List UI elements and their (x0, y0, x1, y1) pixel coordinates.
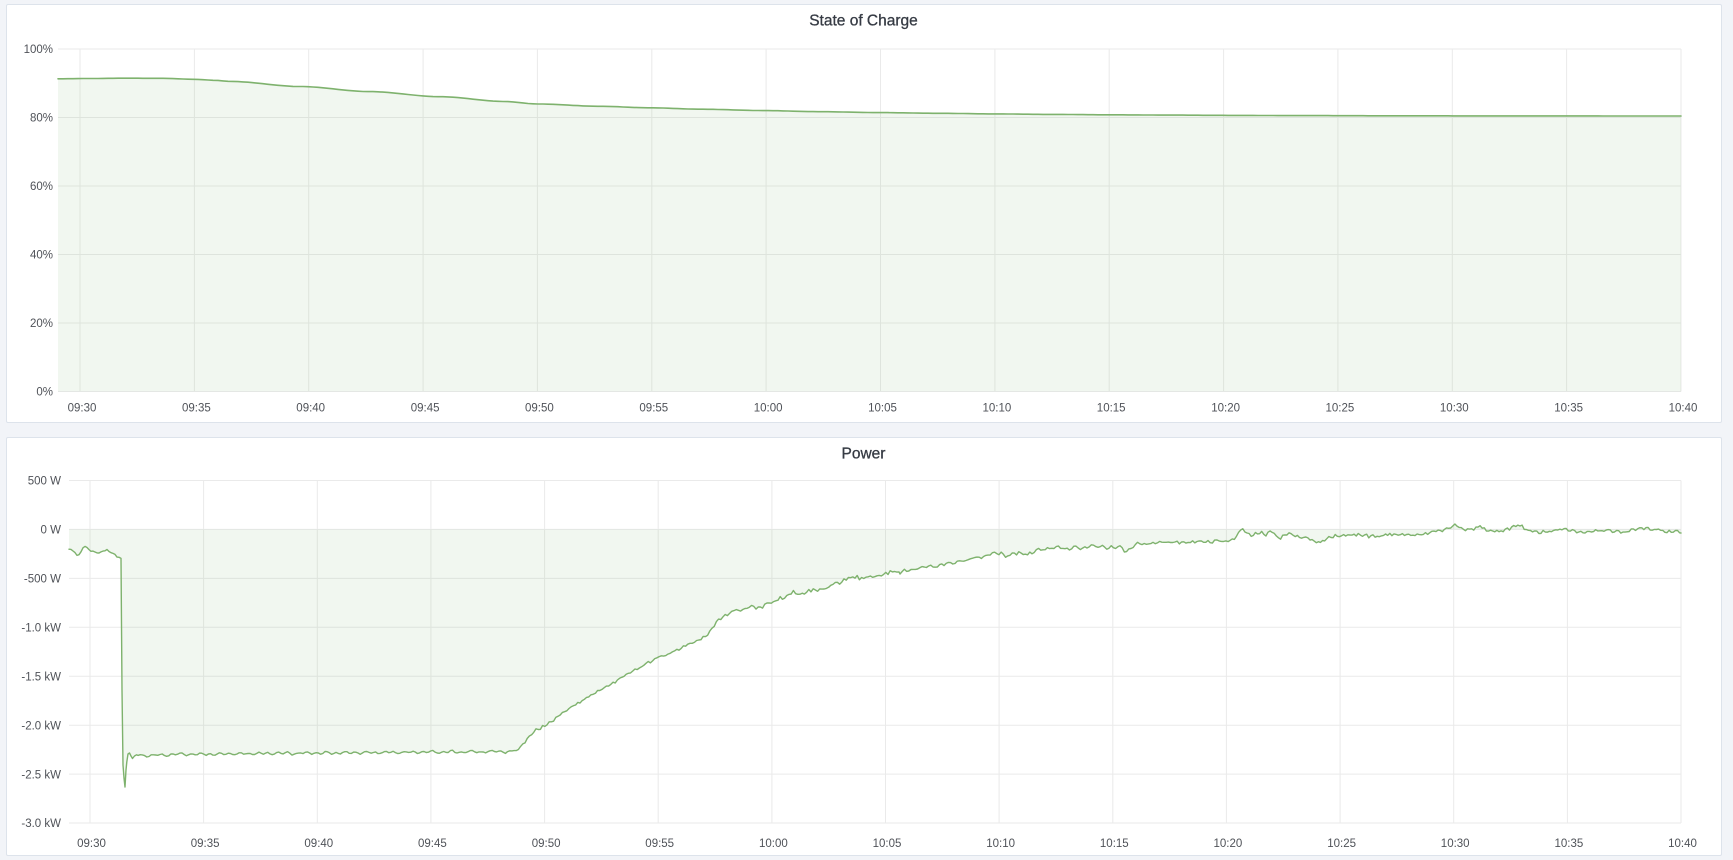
svg-text:10:35: 10:35 (1555, 838, 1584, 850)
svg-text:09:30: 09:30 (68, 403, 97, 415)
svg-text:-1.0 kW: -1.0 kW (21, 623, 61, 635)
svg-text:09:35: 09:35 (191, 838, 220, 850)
svg-text:-2.5 kW: -2.5 kW (21, 769, 61, 781)
svg-text:-1.5 kW: -1.5 kW (21, 671, 61, 683)
svg-text:10:35: 10:35 (1554, 403, 1583, 415)
svg-text:20%: 20% (30, 318, 53, 330)
svg-text:10:30: 10:30 (1440, 403, 1469, 415)
svg-text:100%: 100% (24, 44, 53, 56)
svg-text:10:20: 10:20 (1211, 403, 1240, 415)
svg-text:10:15: 10:15 (1097, 403, 1126, 415)
svg-text:40%: 40% (30, 250, 53, 262)
svg-text:Power: Power (842, 446, 886, 463)
svg-text:0%: 0% (36, 387, 53, 399)
svg-text:10:10: 10:10 (983, 403, 1012, 415)
svg-text:10:30: 10:30 (1441, 838, 1470, 850)
svg-text:09:30: 09:30 (77, 838, 106, 850)
svg-text:09:45: 09:45 (411, 403, 440, 415)
svg-text:10:25: 10:25 (1326, 403, 1355, 415)
svg-text:0 W: 0 W (41, 525, 62, 537)
svg-text:10:00: 10:00 (759, 838, 788, 850)
svg-text:10:20: 10:20 (1214, 838, 1243, 850)
svg-text:-3.0 kW: -3.0 kW (21, 818, 61, 830)
svg-text:60%: 60% (30, 181, 53, 193)
svg-text:09:45: 09:45 (418, 838, 447, 850)
svg-text:09:55: 09:55 (645, 838, 674, 850)
svg-text:10:25: 10:25 (1327, 838, 1356, 850)
svg-text:State of Charge: State of Charge (809, 13, 918, 30)
svg-text:10:15: 10:15 (1100, 838, 1129, 850)
svg-text:09:35: 09:35 (182, 403, 211, 415)
svg-text:09:50: 09:50 (525, 403, 554, 415)
svg-text:500 W: 500 W (28, 476, 61, 488)
svg-text:10:00: 10:00 (754, 403, 783, 415)
svg-text:80%: 80% (30, 113, 53, 125)
svg-text:10:05: 10:05 (873, 838, 902, 850)
svg-text:10:05: 10:05 (868, 403, 897, 415)
svg-text:10:40: 10:40 (1669, 403, 1698, 415)
svg-text:09:50: 09:50 (532, 838, 561, 850)
svg-text:09:55: 09:55 (639, 403, 668, 415)
svg-text:09:40: 09:40 (304, 838, 333, 850)
svg-text:-500 W: -500 W (24, 574, 61, 586)
svg-text:10:40: 10:40 (1668, 838, 1697, 850)
svg-text:10:10: 10:10 (986, 838, 1015, 850)
svg-text:-2.0 kW: -2.0 kW (21, 720, 61, 732)
svg-text:09:40: 09:40 (296, 403, 325, 415)
